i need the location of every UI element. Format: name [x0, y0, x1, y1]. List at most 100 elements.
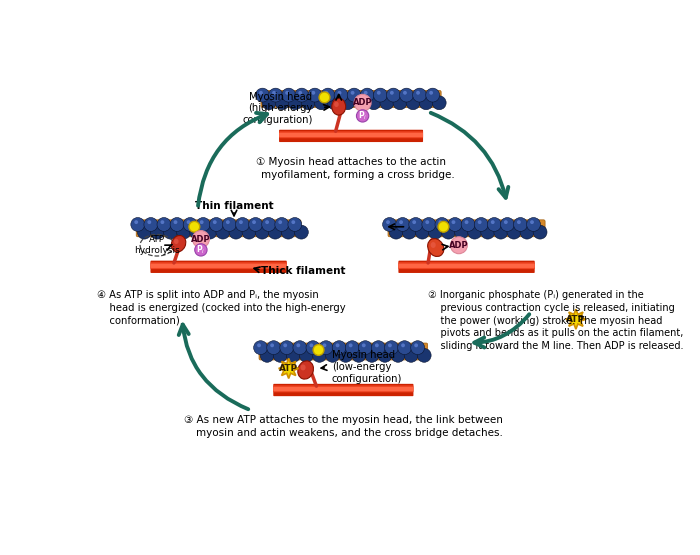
Circle shape: [286, 349, 300, 362]
Text: P$_i$: P$_i$: [196, 244, 206, 256]
Circle shape: [183, 218, 197, 231]
Circle shape: [134, 220, 138, 224]
Circle shape: [313, 349, 326, 362]
Circle shape: [393, 96, 407, 110]
Circle shape: [428, 225, 442, 239]
Polygon shape: [566, 309, 586, 329]
Circle shape: [426, 220, 429, 224]
Circle shape: [267, 341, 281, 355]
Text: Myosin head
(high-energy
configuration): Myosin head (high-energy configuration): [242, 92, 313, 125]
FancyBboxPatch shape: [398, 262, 535, 269]
Circle shape: [270, 344, 274, 347]
Polygon shape: [279, 359, 299, 379]
Circle shape: [413, 88, 426, 102]
Text: ④ As ATP is split into ADP and Pᵢ, the myosin
    head is energized (cocked into: ④ As ATP is split into ADP and Pᵢ, the m…: [97, 290, 346, 325]
Circle shape: [252, 220, 256, 224]
Circle shape: [373, 88, 387, 102]
Circle shape: [298, 91, 302, 95]
Circle shape: [248, 218, 262, 231]
Circle shape: [262, 218, 276, 231]
Circle shape: [285, 91, 289, 95]
Text: Myosin head
(low-energy
configuration): Myosin head (low-energy configuration): [332, 350, 402, 384]
Circle shape: [378, 349, 392, 362]
Circle shape: [411, 341, 425, 355]
Circle shape: [452, 220, 456, 224]
Circle shape: [195, 244, 207, 256]
Circle shape: [312, 91, 315, 95]
Ellipse shape: [332, 98, 346, 115]
Circle shape: [176, 225, 190, 239]
Circle shape: [253, 341, 267, 355]
Circle shape: [454, 225, 468, 239]
Circle shape: [337, 91, 342, 95]
Circle shape: [487, 218, 501, 231]
Circle shape: [325, 91, 328, 95]
Circle shape: [494, 225, 508, 239]
Circle shape: [302, 96, 315, 110]
Circle shape: [438, 221, 449, 232]
Circle shape: [229, 225, 243, 239]
Text: ① Myosin head attaches to the actin
    myofilament, forming a cross bridge.: ① Myosin head attaches to the actin myof…: [248, 157, 454, 180]
FancyBboxPatch shape: [136, 228, 301, 237]
FancyBboxPatch shape: [150, 261, 287, 273]
Circle shape: [213, 220, 217, 224]
Circle shape: [193, 231, 209, 248]
Circle shape: [367, 96, 381, 110]
Circle shape: [500, 218, 514, 231]
Circle shape: [468, 225, 482, 239]
Circle shape: [295, 88, 309, 102]
Circle shape: [226, 220, 230, 224]
Circle shape: [399, 220, 403, 224]
Circle shape: [257, 344, 261, 347]
Circle shape: [341, 96, 354, 110]
Circle shape: [137, 225, 151, 239]
Circle shape: [477, 220, 482, 224]
Circle shape: [256, 88, 270, 102]
Circle shape: [334, 88, 348, 102]
Circle shape: [415, 225, 429, 239]
Circle shape: [288, 96, 302, 110]
Circle shape: [389, 225, 403, 239]
Circle shape: [414, 344, 418, 347]
Circle shape: [526, 218, 540, 231]
Circle shape: [281, 225, 295, 239]
Circle shape: [242, 225, 256, 239]
Ellipse shape: [174, 239, 179, 244]
Circle shape: [157, 218, 171, 231]
Circle shape: [530, 220, 534, 224]
Circle shape: [386, 220, 390, 224]
Circle shape: [533, 225, 547, 239]
Ellipse shape: [430, 242, 435, 248]
Circle shape: [295, 225, 308, 239]
Circle shape: [319, 341, 333, 355]
Circle shape: [349, 344, 353, 347]
Circle shape: [269, 88, 283, 102]
Circle shape: [433, 96, 446, 110]
FancyBboxPatch shape: [398, 264, 535, 268]
Circle shape: [391, 349, 405, 362]
Circle shape: [326, 349, 340, 362]
Circle shape: [203, 225, 217, 239]
Circle shape: [351, 91, 354, 95]
FancyBboxPatch shape: [136, 220, 301, 229]
Circle shape: [288, 218, 302, 231]
Circle shape: [190, 225, 204, 239]
FancyBboxPatch shape: [261, 90, 441, 100]
Circle shape: [279, 220, 282, 224]
Circle shape: [314, 96, 328, 110]
Circle shape: [280, 341, 294, 355]
Circle shape: [260, 349, 274, 362]
Circle shape: [262, 96, 276, 110]
Circle shape: [491, 220, 495, 224]
Ellipse shape: [428, 239, 444, 256]
Circle shape: [465, 220, 468, 224]
Circle shape: [332, 341, 346, 355]
Circle shape: [401, 344, 405, 347]
Circle shape: [313, 345, 324, 355]
Circle shape: [358, 341, 372, 355]
Circle shape: [256, 225, 269, 239]
Circle shape: [309, 344, 314, 347]
Circle shape: [450, 237, 468, 254]
Circle shape: [282, 88, 295, 102]
FancyBboxPatch shape: [273, 387, 414, 391]
